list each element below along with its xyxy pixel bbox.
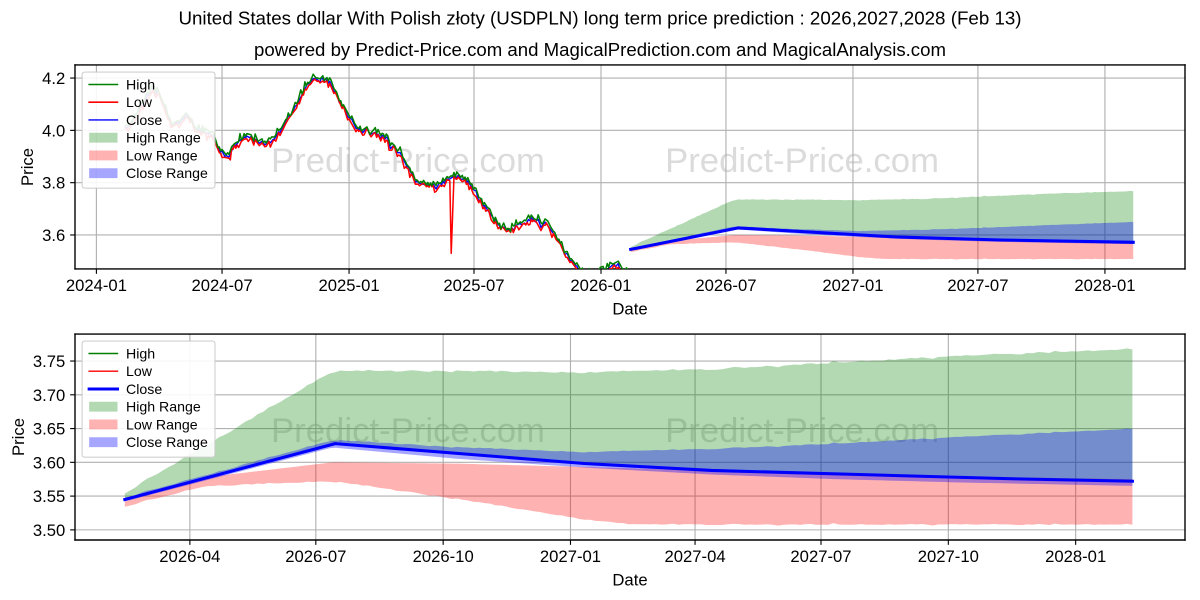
svg-text:3.8: 3.8 <box>42 174 65 193</box>
svg-text:Low Range: Low Range <box>126 148 198 164</box>
svg-text:Predict-Price.com: Predict-Price.com <box>665 142 939 180</box>
svg-text:3.65: 3.65 <box>33 420 65 439</box>
svg-text:Low Range: Low Range <box>126 417 198 433</box>
svg-text:3.6: 3.6 <box>42 226 65 245</box>
svg-text:powered by Predict-Price.com a: powered by Predict-Price.com and Magical… <box>254 39 946 60</box>
svg-text:4.0: 4.0 <box>42 121 65 140</box>
svg-text:Close: Close <box>126 113 162 129</box>
svg-text:3.50: 3.50 <box>33 521 65 540</box>
svg-text:High Range: High Range <box>126 131 201 147</box>
svg-text:Date: Date <box>612 571 647 590</box>
svg-text:4.2: 4.2 <box>42 69 65 88</box>
svg-text:2025-07: 2025-07 <box>443 276 504 295</box>
svg-text:High: High <box>126 77 155 93</box>
svg-text:2027-01: 2027-01 <box>822 276 883 295</box>
svg-text:2025-01: 2025-01 <box>318 276 379 295</box>
svg-text:Price: Price <box>9 418 28 456</box>
svg-text:2027-10: 2027-10 <box>918 547 979 566</box>
svg-text:3.55: 3.55 <box>33 487 65 506</box>
svg-text:2027-07: 2027-07 <box>790 547 851 566</box>
svg-text:2026-10: 2026-10 <box>413 547 474 566</box>
svg-text:Close Range: Close Range <box>126 166 208 182</box>
svg-text:High: High <box>126 346 155 362</box>
svg-text:Date: Date <box>612 300 647 319</box>
svg-text:3.75: 3.75 <box>33 352 65 371</box>
svg-text:3.70: 3.70 <box>33 386 65 405</box>
svg-text:2024-01: 2024-01 <box>66 276 127 295</box>
svg-text:Close Range: Close Range <box>126 435 208 451</box>
svg-text:United States dollar With Poli: United States dollar With Polish złoty (… <box>178 8 1021 29</box>
svg-text:2028-01: 2028-01 <box>1074 276 1135 295</box>
svg-text:2027-04: 2027-04 <box>664 547 725 566</box>
svg-text:2024-07: 2024-07 <box>191 276 252 295</box>
svg-text:2027-01: 2027-01 <box>540 547 601 566</box>
svg-text:2028-01: 2028-01 <box>1045 547 1106 566</box>
svg-text:2026-07: 2026-07 <box>695 276 756 295</box>
svg-text:2026-07: 2026-07 <box>285 547 346 566</box>
svg-text:High Range: High Range <box>126 400 201 416</box>
svg-text:Predict-Price.com: Predict-Price.com <box>271 142 545 180</box>
svg-text:2026-01: 2026-01 <box>570 276 631 295</box>
svg-text:Close: Close <box>126 382 162 398</box>
svg-text:Low: Low <box>126 95 153 111</box>
svg-text:3.60: 3.60 <box>33 453 65 472</box>
svg-text:2027-07: 2027-07 <box>947 276 1008 295</box>
svg-text:Low: Low <box>126 364 153 380</box>
svg-text:Price: Price <box>18 148 37 186</box>
svg-text:2026-04: 2026-04 <box>159 547 220 566</box>
